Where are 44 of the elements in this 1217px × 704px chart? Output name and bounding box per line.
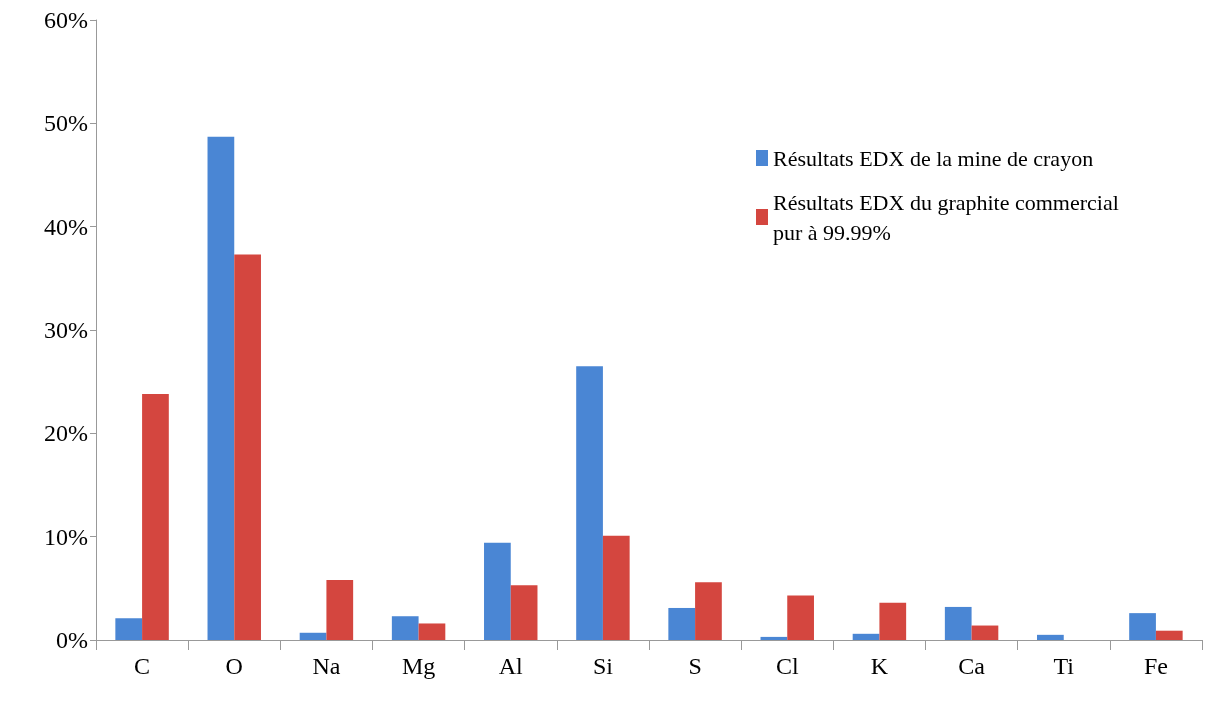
- y-tick-label: 50%: [44, 110, 88, 137]
- x-tick-label: Fe: [1143, 653, 1168, 679]
- x-tick-label: Ca: [958, 653, 986, 679]
- bar: [971, 625, 999, 640]
- bar: [787, 595, 814, 640]
- bar: [207, 136, 235, 640]
- bar: [326, 580, 354, 640]
- x-tick-label: S: [688, 653, 702, 679]
- bar: [668, 607, 696, 640]
- y-tick-label: 10%: [44, 523, 88, 550]
- y-tick-label: 40%: [44, 213, 88, 240]
- x-tick-label: O: [225, 653, 243, 679]
- bar: [879, 602, 907, 640]
- y-tick-label: 30%: [44, 317, 88, 343]
- x-tick-label: Mg: [401, 653, 436, 679]
- x-tick-label: Si: [592, 653, 614, 679]
- x-tick-label: Cl: [775, 653, 799, 679]
- bar: [391, 616, 419, 640]
- bar: [142, 394, 169, 640]
- y-tick-label: 60%: [44, 7, 88, 33]
- bar: [852, 633, 880, 640]
- bar: [576, 366, 603, 640]
- bar: [484, 542, 511, 640]
- x-tick-label: Ti: [1053, 653, 1075, 679]
- bar: [1155, 630, 1183, 640]
- legend-label: Résultats EDX de la mine de crayon: [773, 145, 1094, 171]
- bar: [760, 636, 788, 640]
- x-tick-label: Al: [498, 653, 524, 679]
- bar: [418, 623, 446, 640]
- y-tick-label: 0%: [56, 627, 88, 653]
- bar: [1037, 634, 1064, 640]
- bar: [602, 535, 630, 640]
- x-tick-label: Na: [312, 653, 341, 679]
- legend-label: Résultats EDX du graphite commercial pur à 99.99%: [773, 189, 1125, 245]
- bar: [115, 618, 143, 640]
- x-tick-label: K: [870, 653, 889, 679]
- bar: [510, 585, 538, 640]
- bar: [1129, 613, 1156, 640]
- bar: [695, 582, 722, 640]
- bar: [234, 254, 261, 640]
- bar: [299, 632, 327, 640]
- bar: [944, 606, 972, 640]
- x-tick-label: C: [134, 653, 151, 679]
- y-tick-label: 20%: [44, 420, 88, 447]
